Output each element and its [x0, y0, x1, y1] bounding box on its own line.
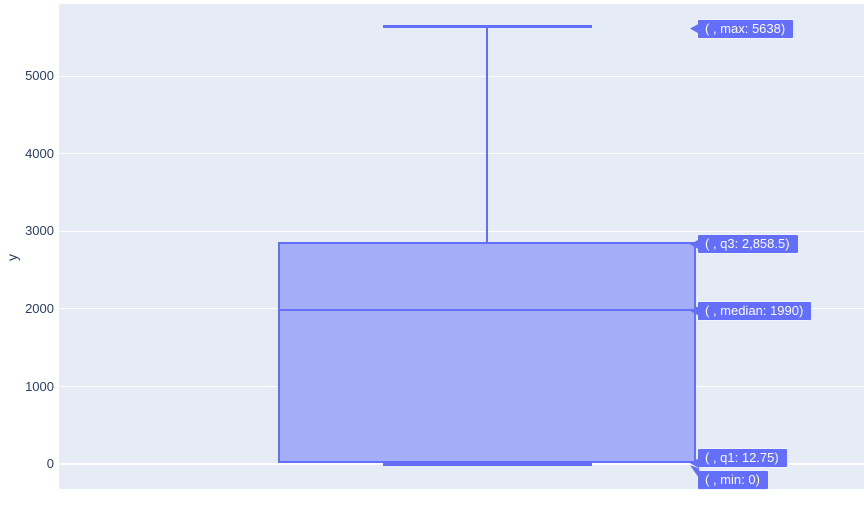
upper-whisker-line	[486, 26, 488, 243]
y-tick-label: 3000	[25, 223, 54, 239]
hover-label-arrow-icon	[690, 23, 699, 34]
y-tick-label: 1000	[25, 378, 54, 394]
y-tick-label: 4000	[25, 145, 54, 161]
hover-label-max: ( , max: 5638)	[690, 18, 795, 39]
y-tick-label: 5000	[25, 68, 54, 84]
plot-area[interactable]: ( , max: 5638) ( , q3: 2,858.5) ( , median…	[59, 4, 864, 491]
y-tick-label: 2000	[25, 300, 54, 316]
hover-label-median: ( , median: 1990)	[690, 300, 813, 321]
hover-label-q1: ( , q1: 12.75)	[690, 448, 788, 469]
hover-label-arrow-icon	[690, 305, 699, 316]
median-line	[280, 308, 694, 311]
gridline	[59, 153, 864, 155]
hover-label-min: ( , min: 0)	[690, 465, 769, 491]
box-rect[interactable]	[278, 242, 696, 464]
hover-label-arrow-icon	[690, 458, 699, 469]
hover-label-arrow-icon	[690, 239, 699, 250]
gridline	[59, 75, 864, 77]
max-whisker-cap	[382, 25, 592, 29]
gridline	[59, 230, 864, 232]
y-tick-label: 0	[46, 456, 54, 472]
min-whisker-cap	[382, 462, 592, 466]
y-axis-title: y	[4, 254, 20, 261]
hover-label-q3: ( , q3: 2,858.5)	[690, 234, 799, 255]
hover-label-arrow-icon	[690, 465, 699, 479]
